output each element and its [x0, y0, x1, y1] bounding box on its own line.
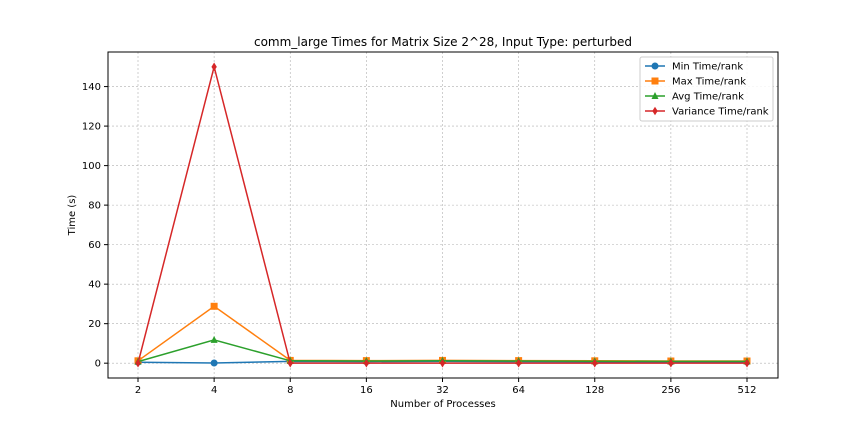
x-tick-label: 256 — [661, 385, 680, 396]
legend-box — [639, 56, 774, 122]
x-tick-label: 2 — [135, 385, 141, 396]
data-point — [744, 358, 750, 368]
legend-marker — [651, 92, 659, 99]
x-tick-label: 64 — [512, 385, 525, 396]
legend-label: Max Time/rank — [672, 77, 746, 88]
y-tick-label: 120 — [82, 122, 101, 133]
y-tick-label: 0 — [95, 359, 101, 370]
series-layer — [134, 62, 751, 368]
data-point — [210, 335, 218, 343]
data-point — [210, 359, 218, 367]
x-tick-label: 32 — [436, 385, 449, 396]
legend-label: Avg Time/rank — [672, 92, 744, 103]
legend-marker — [652, 106, 658, 116]
legend: Min Time/rank Max Time/rank Avg Time/rank V… — [639, 56, 774, 122]
y-tick-label: 40 — [88, 280, 101, 291]
x-axis-label: Number of Processes — [390, 399, 495, 410]
series-3 — [135, 62, 750, 368]
x-tick-label: 16 — [360, 385, 373, 396]
legend-label: Variance Time/rank — [672, 107, 769, 118]
y-tick-label: 80 — [88, 201, 101, 212]
legend-marker — [651, 77, 659, 85]
legend-label: Min Time/rank — [672, 62, 743, 73]
x-tick-label: 128 — [585, 385, 604, 396]
y-tick-label: 140 — [82, 82, 101, 93]
y-axis-label: Time (s) — [67, 195, 78, 237]
data-point — [211, 62, 217, 72]
y-axis: 0 20 40 60 80 100 120 140 — [82, 82, 108, 370]
data-point — [210, 302, 218, 310]
data-point — [592, 358, 598, 368]
y-tick-label: 20 — [88, 319, 101, 330]
data-point — [439, 358, 446, 368]
data-point — [287, 358, 293, 368]
x-tick-label: 8 — [287, 385, 293, 396]
data-point — [135, 358, 141, 368]
data-point — [363, 358, 370, 368]
x-tick-label: 512 — [737, 385, 756, 396]
chart-title: comm_large Times for Matrix Size 2^28, I… — [254, 35, 632, 49]
legend-marker — [651, 62, 659, 70]
x-axis: 2 4 8 16 32 64 128 256 512 — [135, 378, 757, 396]
data-point — [668, 358, 674, 368]
y-tick-label: 100 — [82, 161, 101, 172]
data-point — [515, 358, 522, 368]
y-tick-label: 60 — [88, 240, 101, 251]
x-tick-label: 4 — [211, 385, 217, 396]
